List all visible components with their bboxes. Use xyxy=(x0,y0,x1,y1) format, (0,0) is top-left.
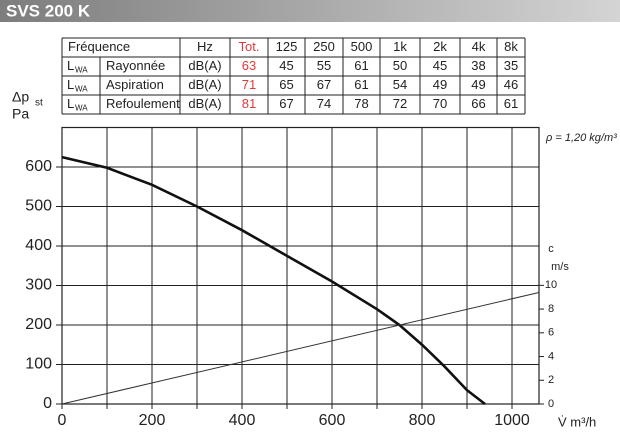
y-tick-label: 300 xyxy=(25,277,52,294)
row-band-value: 49 xyxy=(471,77,485,92)
y2-axis-unit: m/s xyxy=(551,261,569,273)
table-header: 125 xyxy=(276,39,298,54)
y-axis-unit: Pa xyxy=(12,106,29,122)
row-symbol-sub: WA xyxy=(75,66,88,75)
row-symbol: L xyxy=(67,58,74,73)
y-axis-label-sub: st xyxy=(35,98,43,109)
table-header: 8k xyxy=(504,39,518,54)
row-symbol: L xyxy=(67,96,74,111)
y-tick-label: 200 xyxy=(25,316,52,333)
data-line xyxy=(61,155,486,406)
row-band-value: 38 xyxy=(471,58,485,73)
row-unit: dB(A) xyxy=(188,96,221,111)
chart: 0 100 200 300 400 500 600 0 200 400 600 800 1000 0 2 4 6… xyxy=(12,89,617,430)
header-title: SVS 200 K xyxy=(6,1,91,20)
row-total: 63 xyxy=(242,58,256,73)
row-band-value: 78 xyxy=(354,96,368,111)
y-tick-label: 500 xyxy=(25,198,52,215)
table: Fréquence Hz Tot. 125 250 500 1k 2k 4k 8kL WA Rayon… xyxy=(61,37,526,115)
row-band-value: 72 xyxy=(393,96,407,111)
table-header: 2k xyxy=(433,39,447,54)
row-total: 71 xyxy=(242,77,256,92)
y-tick-label: 600 xyxy=(25,158,52,175)
row-band-value: 66 xyxy=(471,96,485,111)
y-tick-label: 400 xyxy=(25,237,52,254)
row-unit: dB(A) xyxy=(188,77,221,92)
row-name: Rayonnée xyxy=(106,58,165,73)
row-band-value: 67 xyxy=(279,96,293,111)
row-band-value: 61 xyxy=(354,58,368,73)
row-band-value: 61 xyxy=(354,77,368,92)
x-tick-label: 0 xyxy=(58,412,67,429)
y2-tick-label: 4 xyxy=(548,350,554,362)
y2-tick-label: 0 xyxy=(548,398,554,410)
x-tick-label: 1000 xyxy=(494,412,530,429)
row-band-value: 74 xyxy=(317,96,331,111)
row-band-value: 55 xyxy=(317,58,331,73)
row-band-value: 50 xyxy=(393,58,407,73)
table-header: Hz xyxy=(197,39,213,54)
x-axis-label: V̇ m³/h xyxy=(558,414,596,429)
y-axis-label: Δp xyxy=(12,89,29,105)
plot-frame xyxy=(61,126,540,405)
header-bar xyxy=(0,0,620,22)
y2-tick-label: 8 xyxy=(548,303,554,315)
row-symbol: L xyxy=(67,77,74,92)
x-tick-label: 800 xyxy=(409,412,436,429)
y2-tick-label: 6 xyxy=(548,327,554,339)
y-tick-label: 0 xyxy=(43,395,52,412)
y2-tick-label: 10 xyxy=(545,279,557,291)
x-tick-label: 600 xyxy=(319,412,346,429)
row-band-value: 61 xyxy=(504,96,518,111)
x-tick-label: 200 xyxy=(139,412,166,429)
table-header: 250 xyxy=(313,39,335,54)
table-header: Tot. xyxy=(239,39,260,54)
table-header: Fréquence xyxy=(68,39,130,54)
table-header: 500 xyxy=(351,39,373,54)
row-band-value: 45 xyxy=(279,58,293,73)
row-name: Refoulement xyxy=(106,96,180,111)
row-band-value: 70 xyxy=(433,96,447,111)
y2-axis-label: c xyxy=(548,243,554,255)
annotation: ρ = 1,20 kg/m³ xyxy=(545,132,617,144)
row-symbol-sub: WA xyxy=(75,85,88,94)
table-header: 1k xyxy=(393,39,407,54)
y2-tick-label: 2 xyxy=(548,374,554,386)
row-band-value: 49 xyxy=(433,77,447,92)
row-band-value: 35 xyxy=(504,58,518,73)
row-band-value: 46 xyxy=(504,77,518,92)
row-unit: dB(A) xyxy=(188,58,221,73)
x-tick-label: 400 xyxy=(229,412,256,429)
row-band-value: 67 xyxy=(317,77,331,92)
row-band-value: 54 xyxy=(393,77,407,92)
data-line xyxy=(61,291,540,405)
table-header: 4k xyxy=(472,39,486,54)
row-band-value: 65 xyxy=(279,77,293,92)
row-total: 81 xyxy=(242,96,256,111)
row-symbol-sub: WA xyxy=(75,104,88,113)
row-band-value: 45 xyxy=(433,58,447,73)
y-tick-label: 100 xyxy=(25,356,52,373)
row-name: Aspiration xyxy=(106,77,164,92)
